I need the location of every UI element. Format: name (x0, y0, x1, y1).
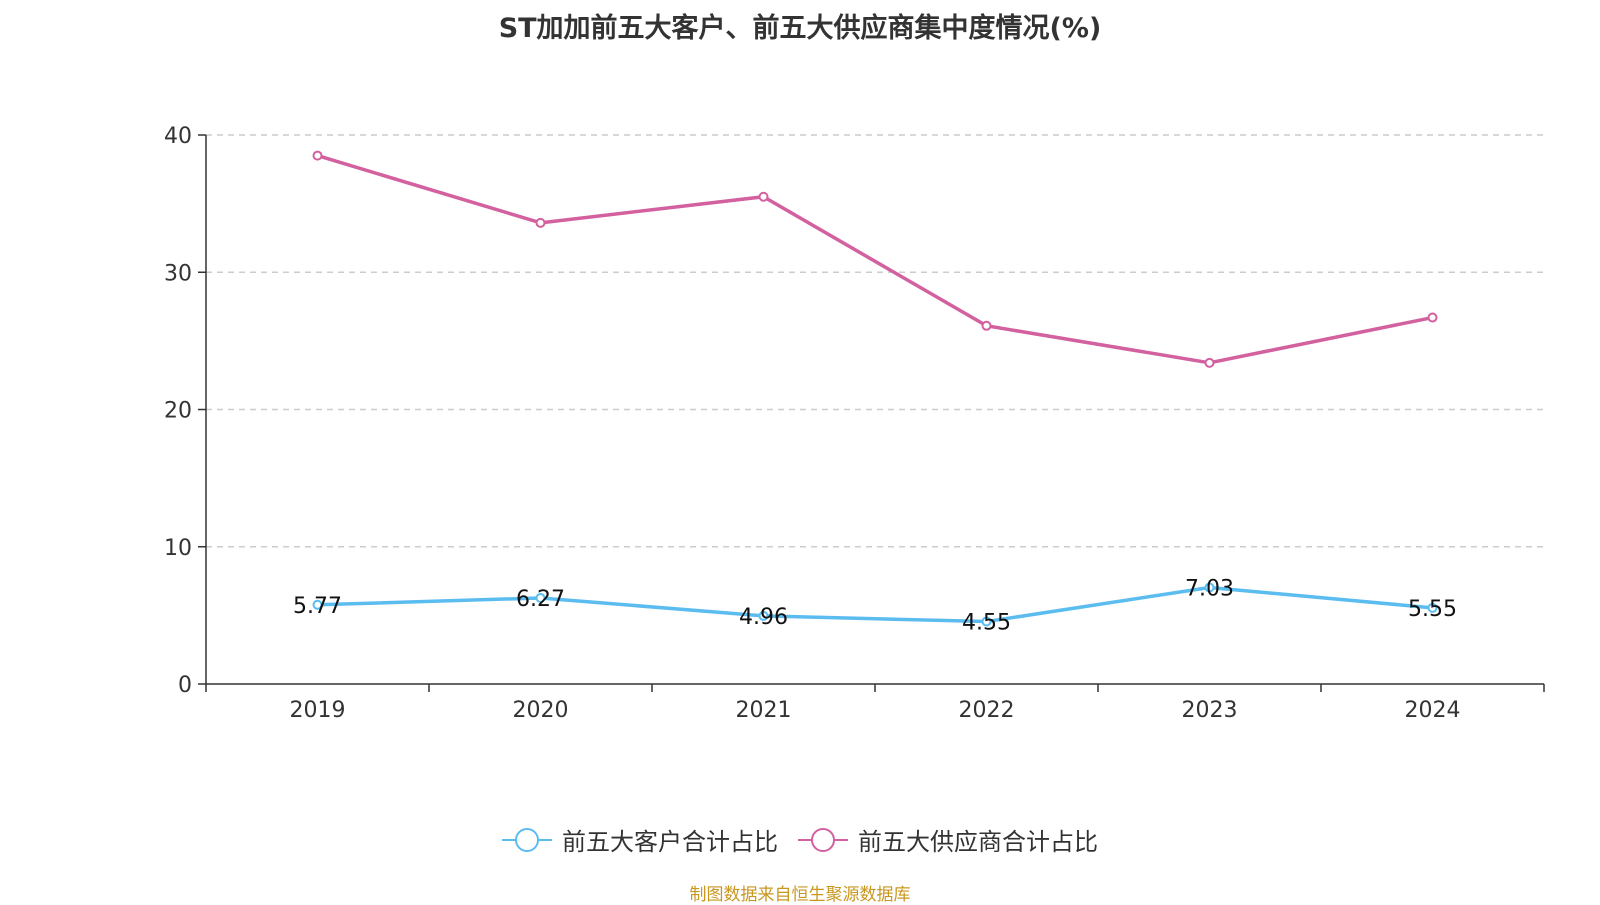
legend-item-customers[interactable]: 前五大客户合计占比 (502, 822, 778, 857)
data-label-0-2020: 6.27 (516, 587, 565, 612)
legend: 前五大客户合计占比 前五大供应商合计占比 (0, 822, 1600, 857)
y-tick-label-20: 20 (164, 399, 192, 424)
data-point-0-2023 (1204, 582, 1215, 593)
data-point-0-2021 (758, 610, 769, 621)
x-tick-label-2023: 2023 (1182, 698, 1238, 723)
x-tick-label-2024: 2024 (1405, 698, 1461, 723)
x-tick-label-2022: 2022 (959, 698, 1015, 723)
y-tick-label-10: 10 (164, 536, 192, 561)
y-tick-label-40: 40 (164, 124, 192, 149)
data-label-0-2024: 5.55 (1408, 597, 1457, 622)
data-point-0-2022 (981, 616, 992, 627)
chart-title: ST加加前五大客户、前五大供应商集中度情况(%) (498, 13, 1102, 44)
x-tick-label-2019: 2019 (290, 698, 346, 723)
y-tick-label-30: 30 (164, 261, 192, 286)
source-note: 制图数据来自恒生聚源数据库 (689, 885, 911, 905)
legend-item-suppliers[interactable]: 前五大供应商合计占比 (798, 822, 1098, 857)
data-point-0-2020 (535, 592, 546, 603)
data-label-0-2022: 4.55 (962, 611, 1011, 636)
series-layer (312, 150, 1438, 627)
series-line-0 (317, 585, 1433, 624)
data-point-1-2023 (1204, 357, 1215, 368)
x-tick-label-2021: 2021 (736, 698, 792, 723)
data-point-1-2020 (535, 217, 546, 228)
data-point-1-2019 (312, 150, 323, 161)
data-point-0-2024 (1427, 602, 1438, 613)
legend-symbol-customers (502, 827, 552, 852)
axes: 0 10 20 30 40 2019 2020 2021 2022 2023 2024 (164, 124, 1545, 723)
line-chart: 0 10 20 30 40 2019 2020 2021 2022 2023 2024 5.77 6.… (164, 124, 1545, 723)
series-line-1 (316, 153, 1433, 365)
legend-symbol-suppliers (798, 827, 848, 852)
data-point-1-2024 (1427, 312, 1438, 323)
data-point-0-2019 (312, 599, 323, 610)
data-point-1-2021 (758, 191, 769, 202)
data-point-1-2022 (981, 320, 992, 331)
legend-label-customers: 前五大客户合计占比 (562, 828, 778, 856)
x-tick-label-2020: 2020 (513, 698, 569, 723)
data-label-0-2023: 7.03 (1185, 577, 1234, 602)
data-label-0-2021: 4.96 (739, 605, 788, 630)
y-tick-label-0: 0 (178, 673, 192, 698)
grid-lines (206, 134, 1544, 548)
data-label-0-2019: 5.77 (293, 594, 342, 619)
data-labels: 5.77 6.27 4.96 4.55 7.03 5.55 (293, 577, 1457, 636)
legend-label-suppliers: 前五大供应商合计占比 (858, 828, 1098, 856)
